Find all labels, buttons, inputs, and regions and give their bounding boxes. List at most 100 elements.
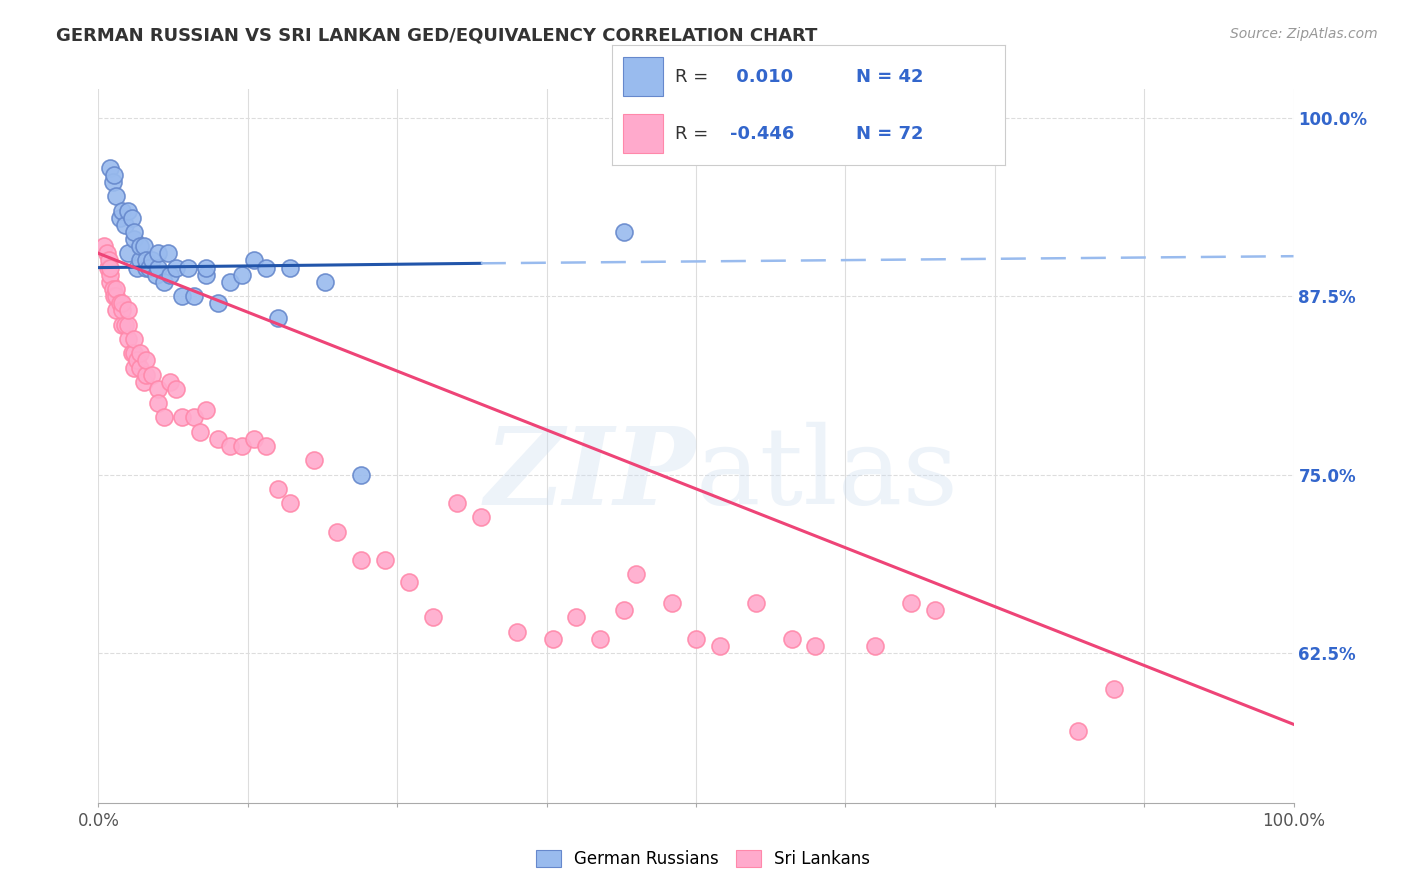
Point	[172, 289, 194, 303]
Point	[124, 232, 146, 246]
Point	[194, 268, 218, 282]
Point	[148, 246, 170, 260]
Point	[254, 439, 277, 453]
Point	[135, 260, 157, 275]
Point	[661, 596, 683, 610]
Point	[219, 275, 242, 289]
Point	[165, 260, 187, 275]
Text: -0.446: -0.446	[730, 125, 794, 143]
Bar	[623, 57, 662, 95]
Point	[207, 432, 229, 446]
Text: ZIP: ZIP	[485, 422, 696, 527]
Point	[398, 574, 420, 589]
Point	[172, 410, 194, 425]
Point	[105, 282, 128, 296]
Point	[613, 225, 636, 239]
Point	[780, 632, 803, 646]
Point	[231, 439, 253, 453]
Point	[103, 289, 125, 303]
Text: N = 42: N = 42	[856, 68, 924, 86]
Point	[101, 175, 124, 189]
Point	[183, 289, 205, 303]
Point	[541, 632, 564, 646]
Point	[121, 211, 143, 225]
Text: GERMAN RUSSIAN VS SRI LANKAN GED/EQUIVALENCY CORRELATION CHART: GERMAN RUSSIAN VS SRI LANKAN GED/EQUIVAL…	[56, 27, 818, 45]
Point	[105, 289, 128, 303]
Point	[125, 260, 148, 275]
Point	[129, 360, 152, 375]
Point	[111, 318, 134, 332]
Point	[135, 253, 157, 268]
Point	[138, 260, 160, 275]
Point	[98, 260, 122, 275]
Point	[111, 203, 134, 218]
Point	[108, 296, 131, 310]
Point	[804, 639, 827, 653]
Point	[121, 346, 143, 360]
Point	[613, 603, 636, 617]
Point	[124, 346, 146, 360]
Point	[1067, 724, 1090, 739]
Point	[156, 246, 179, 260]
Point	[183, 410, 205, 425]
Text: R =: R =	[675, 68, 714, 86]
Point	[153, 410, 176, 425]
Point	[101, 282, 124, 296]
Point	[207, 296, 229, 310]
Point	[97, 260, 120, 275]
Point	[506, 624, 529, 639]
Point	[446, 496, 468, 510]
Point	[124, 332, 146, 346]
Point	[111, 303, 134, 318]
Point	[125, 353, 148, 368]
Point	[219, 439, 242, 453]
Point	[117, 318, 139, 332]
Point	[626, 567, 648, 582]
Point	[374, 553, 396, 567]
Point	[114, 218, 136, 232]
Point	[148, 382, 170, 396]
Point	[315, 275, 337, 289]
Point	[132, 239, 155, 253]
Point	[105, 303, 128, 318]
Text: atlas: atlas	[696, 422, 959, 527]
Point	[124, 360, 146, 375]
Point	[350, 553, 373, 567]
Point	[326, 524, 349, 539]
Point	[685, 632, 707, 646]
Point	[565, 610, 588, 624]
Point	[153, 275, 176, 289]
Legend: German Russians, Sri Lankans: German Russians, Sri Lankans	[529, 843, 877, 875]
Point	[117, 303, 139, 318]
Point	[117, 246, 139, 260]
Point	[302, 453, 325, 467]
Point	[148, 260, 170, 275]
Point	[470, 510, 492, 524]
Point	[1102, 681, 1125, 696]
Point	[422, 610, 444, 624]
Point	[278, 496, 301, 510]
Point	[145, 268, 167, 282]
Point	[267, 482, 290, 496]
Point	[709, 639, 731, 653]
Point	[165, 382, 187, 396]
Point	[900, 596, 922, 610]
Point	[117, 203, 139, 218]
Point	[188, 425, 211, 439]
Point	[114, 318, 136, 332]
Point	[863, 639, 887, 653]
Point	[194, 403, 218, 417]
Text: N = 72: N = 72	[856, 125, 924, 143]
Point	[96, 246, 118, 260]
Point	[141, 253, 163, 268]
Point	[924, 603, 946, 617]
Text: Source: ZipAtlas.com: Source: ZipAtlas.com	[1230, 27, 1378, 41]
Point	[589, 632, 612, 646]
Point	[141, 368, 163, 382]
Point	[231, 268, 253, 282]
Point	[132, 375, 155, 389]
Point	[267, 310, 290, 325]
Point	[124, 225, 146, 239]
Point	[108, 211, 131, 225]
Point	[93, 239, 115, 253]
